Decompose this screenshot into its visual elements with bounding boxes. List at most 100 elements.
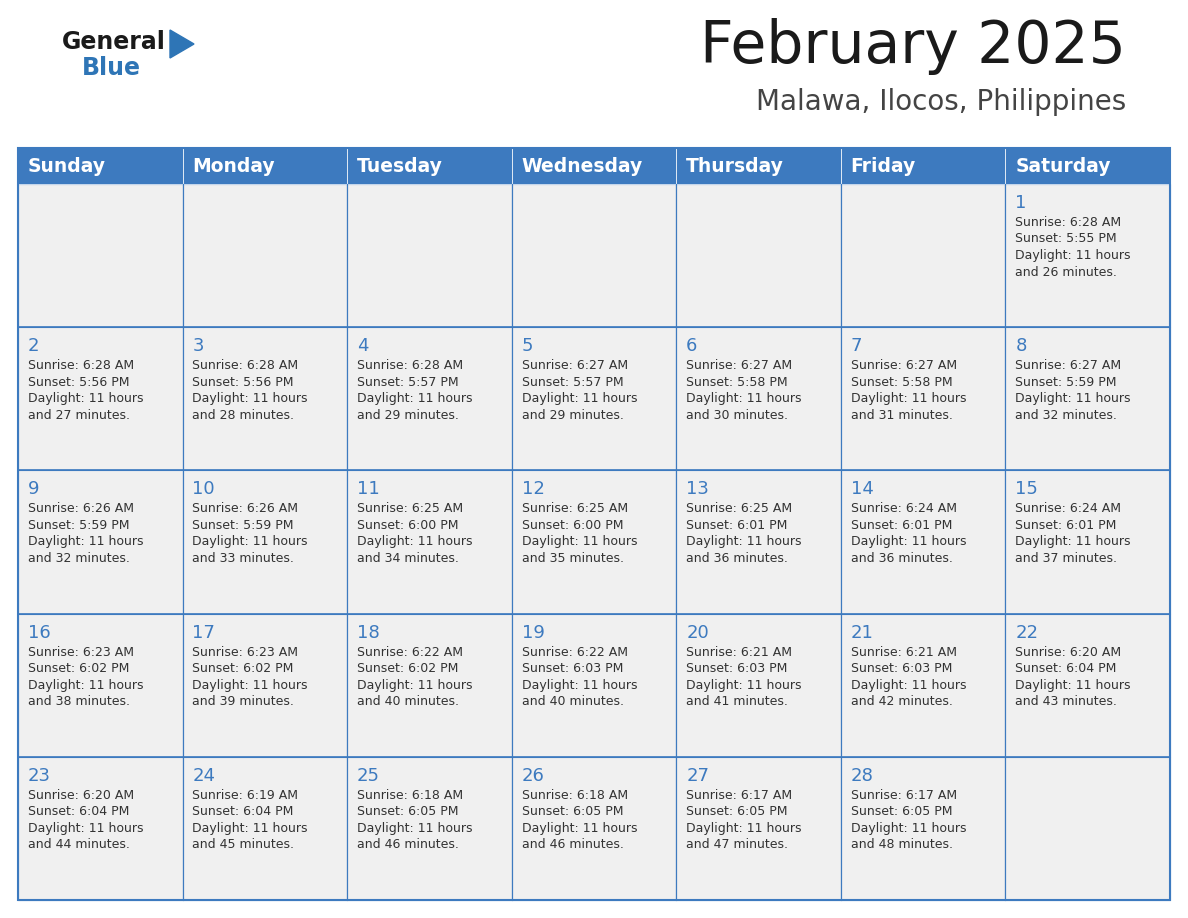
Text: and 48 minutes.: and 48 minutes. bbox=[851, 838, 953, 851]
Text: Daylight: 11 hours: Daylight: 11 hours bbox=[687, 535, 802, 548]
Text: Daylight: 11 hours: Daylight: 11 hours bbox=[687, 392, 802, 405]
Text: Daylight: 11 hours: Daylight: 11 hours bbox=[27, 392, 144, 405]
Text: and 37 minutes.: and 37 minutes. bbox=[1016, 552, 1117, 565]
Text: Sunset: 5:56 PM: Sunset: 5:56 PM bbox=[192, 375, 293, 388]
Text: and 26 minutes.: and 26 minutes. bbox=[1016, 265, 1117, 278]
Text: Friday: Friday bbox=[851, 156, 916, 175]
Text: and 40 minutes.: and 40 minutes. bbox=[522, 695, 624, 708]
Text: Sunrise: 6:28 AM: Sunrise: 6:28 AM bbox=[27, 359, 134, 372]
Text: Sunrise: 6:28 AM: Sunrise: 6:28 AM bbox=[192, 359, 298, 372]
Text: Sunrise: 6:22 AM: Sunrise: 6:22 AM bbox=[358, 645, 463, 658]
Bar bbox=[676, 613, 841, 756]
Text: Sunrise: 6:25 AM: Sunrise: 6:25 AM bbox=[522, 502, 627, 515]
Text: Sunrise: 6:27 AM: Sunrise: 6:27 AM bbox=[522, 359, 627, 372]
Text: Sunrise: 6:24 AM: Sunrise: 6:24 AM bbox=[1016, 502, 1121, 515]
Text: Daylight: 11 hours: Daylight: 11 hours bbox=[687, 822, 802, 834]
Text: Sunrise: 6:23 AM: Sunrise: 6:23 AM bbox=[27, 645, 134, 658]
Text: and 46 minutes.: and 46 minutes. bbox=[358, 838, 459, 851]
Text: Daylight: 11 hours: Daylight: 11 hours bbox=[522, 678, 637, 691]
Text: 2: 2 bbox=[27, 337, 39, 355]
Text: 23: 23 bbox=[27, 767, 51, 785]
Text: Sunrise: 6:22 AM: Sunrise: 6:22 AM bbox=[522, 645, 627, 658]
Bar bbox=[512, 613, 676, 756]
Text: and 33 minutes.: and 33 minutes. bbox=[192, 552, 295, 565]
Text: Sunrise: 6:21 AM: Sunrise: 6:21 AM bbox=[851, 645, 956, 658]
Bar bbox=[841, 756, 1005, 900]
Text: Sunrise: 6:17 AM: Sunrise: 6:17 AM bbox=[851, 789, 956, 801]
Text: Daylight: 11 hours: Daylight: 11 hours bbox=[27, 822, 144, 834]
Text: Sunset: 5:57 PM: Sunset: 5:57 PM bbox=[358, 375, 459, 388]
Bar bbox=[676, 470, 841, 613]
Text: Sunrise: 6:27 AM: Sunrise: 6:27 AM bbox=[851, 359, 956, 372]
Text: Sunset: 6:01 PM: Sunset: 6:01 PM bbox=[851, 519, 952, 532]
Text: 11: 11 bbox=[358, 480, 380, 498]
Text: Sunrise: 6:27 AM: Sunrise: 6:27 AM bbox=[1016, 359, 1121, 372]
Text: Saturday: Saturday bbox=[1016, 156, 1111, 175]
Text: 28: 28 bbox=[851, 767, 873, 785]
Bar bbox=[347, 327, 512, 470]
Text: Wednesday: Wednesday bbox=[522, 156, 643, 175]
Bar bbox=[676, 327, 841, 470]
Bar bbox=[18, 148, 183, 184]
Text: 8: 8 bbox=[1016, 337, 1026, 355]
Text: Sunset: 5:55 PM: Sunset: 5:55 PM bbox=[1016, 232, 1117, 245]
Text: and 29 minutes.: and 29 minutes. bbox=[522, 409, 624, 421]
Text: Daylight: 11 hours: Daylight: 11 hours bbox=[687, 678, 802, 691]
Text: 26: 26 bbox=[522, 767, 544, 785]
Text: Daylight: 11 hours: Daylight: 11 hours bbox=[358, 822, 473, 834]
Text: and 34 minutes.: and 34 minutes. bbox=[358, 552, 459, 565]
Text: Sunrise: 6:25 AM: Sunrise: 6:25 AM bbox=[687, 502, 792, 515]
Text: Daylight: 11 hours: Daylight: 11 hours bbox=[1016, 678, 1131, 691]
Bar bbox=[676, 184, 841, 327]
Text: Daylight: 11 hours: Daylight: 11 hours bbox=[522, 822, 637, 834]
Bar bbox=[18, 327, 183, 470]
Bar bbox=[1005, 184, 1170, 327]
Text: Sunrise: 6:20 AM: Sunrise: 6:20 AM bbox=[27, 789, 134, 801]
Text: 22: 22 bbox=[1016, 623, 1038, 642]
Text: and 39 minutes.: and 39 minutes. bbox=[192, 695, 295, 708]
Text: and 40 minutes.: and 40 minutes. bbox=[358, 695, 459, 708]
Text: February 2025: February 2025 bbox=[700, 18, 1126, 75]
Text: Sunrise: 6:28 AM: Sunrise: 6:28 AM bbox=[358, 359, 463, 372]
Text: Sunset: 6:01 PM: Sunset: 6:01 PM bbox=[687, 519, 788, 532]
Text: 3: 3 bbox=[192, 337, 204, 355]
Text: Sunset: 6:02 PM: Sunset: 6:02 PM bbox=[358, 662, 459, 675]
Text: Daylight: 11 hours: Daylight: 11 hours bbox=[27, 678, 144, 691]
Text: Daylight: 11 hours: Daylight: 11 hours bbox=[358, 392, 473, 405]
Text: Daylight: 11 hours: Daylight: 11 hours bbox=[192, 392, 308, 405]
Text: Daylight: 11 hours: Daylight: 11 hours bbox=[1016, 392, 1131, 405]
Bar bbox=[183, 327, 347, 470]
Text: Monday: Monday bbox=[192, 156, 276, 175]
Text: Sunday: Sunday bbox=[27, 156, 106, 175]
Text: Daylight: 11 hours: Daylight: 11 hours bbox=[1016, 535, 1131, 548]
Text: and 41 minutes.: and 41 minutes. bbox=[687, 695, 788, 708]
Text: and 45 minutes.: and 45 minutes. bbox=[192, 838, 295, 851]
Text: Sunset: 5:56 PM: Sunset: 5:56 PM bbox=[27, 375, 129, 388]
Text: Sunrise: 6:26 AM: Sunrise: 6:26 AM bbox=[192, 502, 298, 515]
Bar bbox=[18, 756, 183, 900]
Text: Sunset: 6:04 PM: Sunset: 6:04 PM bbox=[192, 805, 293, 818]
Bar bbox=[676, 756, 841, 900]
Text: Daylight: 11 hours: Daylight: 11 hours bbox=[192, 535, 308, 548]
Text: Malawa, Ilocos, Philippines: Malawa, Ilocos, Philippines bbox=[756, 88, 1126, 116]
Text: and 32 minutes.: and 32 minutes. bbox=[1016, 409, 1117, 421]
Bar bbox=[347, 470, 512, 613]
Bar bbox=[512, 148, 676, 184]
Text: Sunset: 6:03 PM: Sunset: 6:03 PM bbox=[851, 662, 952, 675]
Text: Sunrise: 6:21 AM: Sunrise: 6:21 AM bbox=[687, 645, 792, 658]
Bar bbox=[841, 613, 1005, 756]
Text: Daylight: 11 hours: Daylight: 11 hours bbox=[851, 822, 966, 834]
Text: 21: 21 bbox=[851, 623, 873, 642]
Text: and 30 minutes.: and 30 minutes. bbox=[687, 409, 788, 421]
Bar bbox=[676, 148, 841, 184]
Text: General: General bbox=[62, 30, 166, 54]
Text: 14: 14 bbox=[851, 480, 873, 498]
Text: and 38 minutes.: and 38 minutes. bbox=[27, 695, 129, 708]
Text: Daylight: 11 hours: Daylight: 11 hours bbox=[851, 535, 966, 548]
Text: 6: 6 bbox=[687, 337, 697, 355]
Bar bbox=[183, 184, 347, 327]
Bar bbox=[841, 148, 1005, 184]
Text: 20: 20 bbox=[687, 623, 709, 642]
Text: Daylight: 11 hours: Daylight: 11 hours bbox=[851, 678, 966, 691]
Text: Sunset: 5:58 PM: Sunset: 5:58 PM bbox=[687, 375, 788, 388]
